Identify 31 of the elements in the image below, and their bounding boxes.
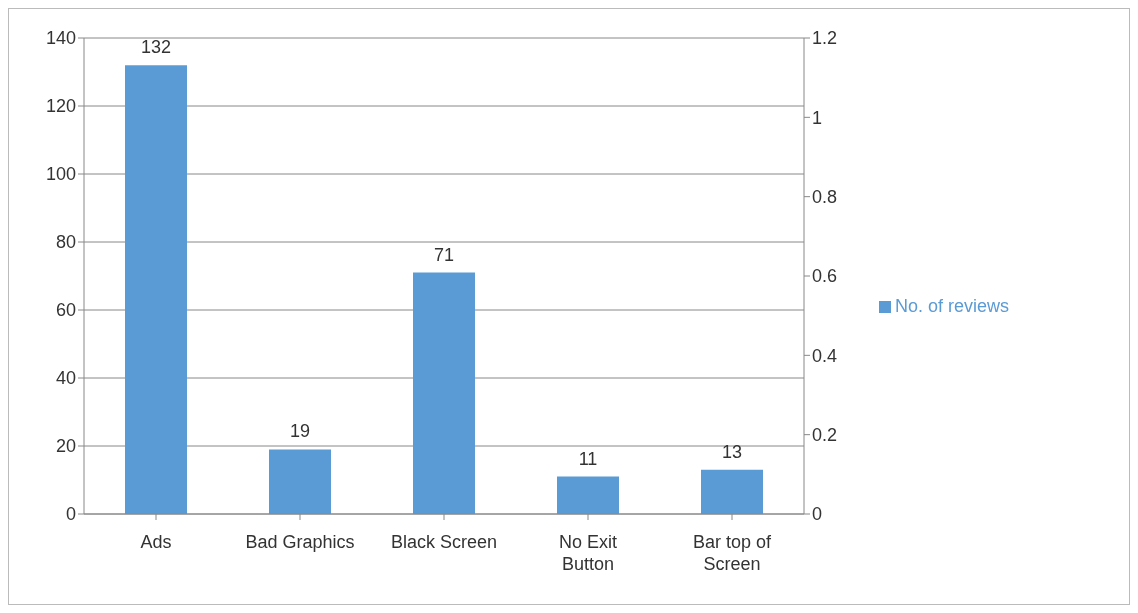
y2-tick-label: 1 xyxy=(812,107,823,128)
bar xyxy=(269,449,331,514)
y-tick-label: 100 xyxy=(45,164,76,185)
bar xyxy=(125,65,187,514)
bar xyxy=(413,272,475,514)
y2-tick-label: 0.4 xyxy=(812,345,838,366)
y-tick-label: 0 xyxy=(65,504,76,525)
data-label: 132 xyxy=(140,37,172,58)
x-tick-label: Bar top of Screen xyxy=(692,532,773,574)
y2-tick-label: 0 xyxy=(812,504,823,525)
y2-tick-label: 0.6 xyxy=(812,266,838,287)
x-tick-label: Ads xyxy=(140,532,172,552)
y-tick-label: 40 xyxy=(55,368,76,389)
data-label: 71 xyxy=(433,244,455,265)
data-label: 19 xyxy=(289,421,311,442)
x-tick-label: No Exit Button xyxy=(558,532,618,574)
y-tick-label: 20 xyxy=(55,436,76,457)
data-label: 11 xyxy=(578,448,598,469)
y-tick-label: 60 xyxy=(55,300,76,321)
y2-tick-label: 1.2 xyxy=(812,28,838,49)
y-tick-label: 140 xyxy=(45,28,76,49)
y2-tick-label: 0.8 xyxy=(812,187,838,208)
x-tick-label: Bad Graphics xyxy=(245,532,355,552)
data-label: 13 xyxy=(721,441,743,462)
y-tick-label: 120 xyxy=(45,96,76,117)
x-tick-label: Black Screen xyxy=(390,532,498,552)
y2-tick-label: 0.2 xyxy=(812,425,838,446)
legend-label: No. of reviews xyxy=(895,296,1010,316)
bar xyxy=(701,469,763,514)
y-tick-label: 80 xyxy=(55,232,76,253)
bar xyxy=(557,476,619,514)
